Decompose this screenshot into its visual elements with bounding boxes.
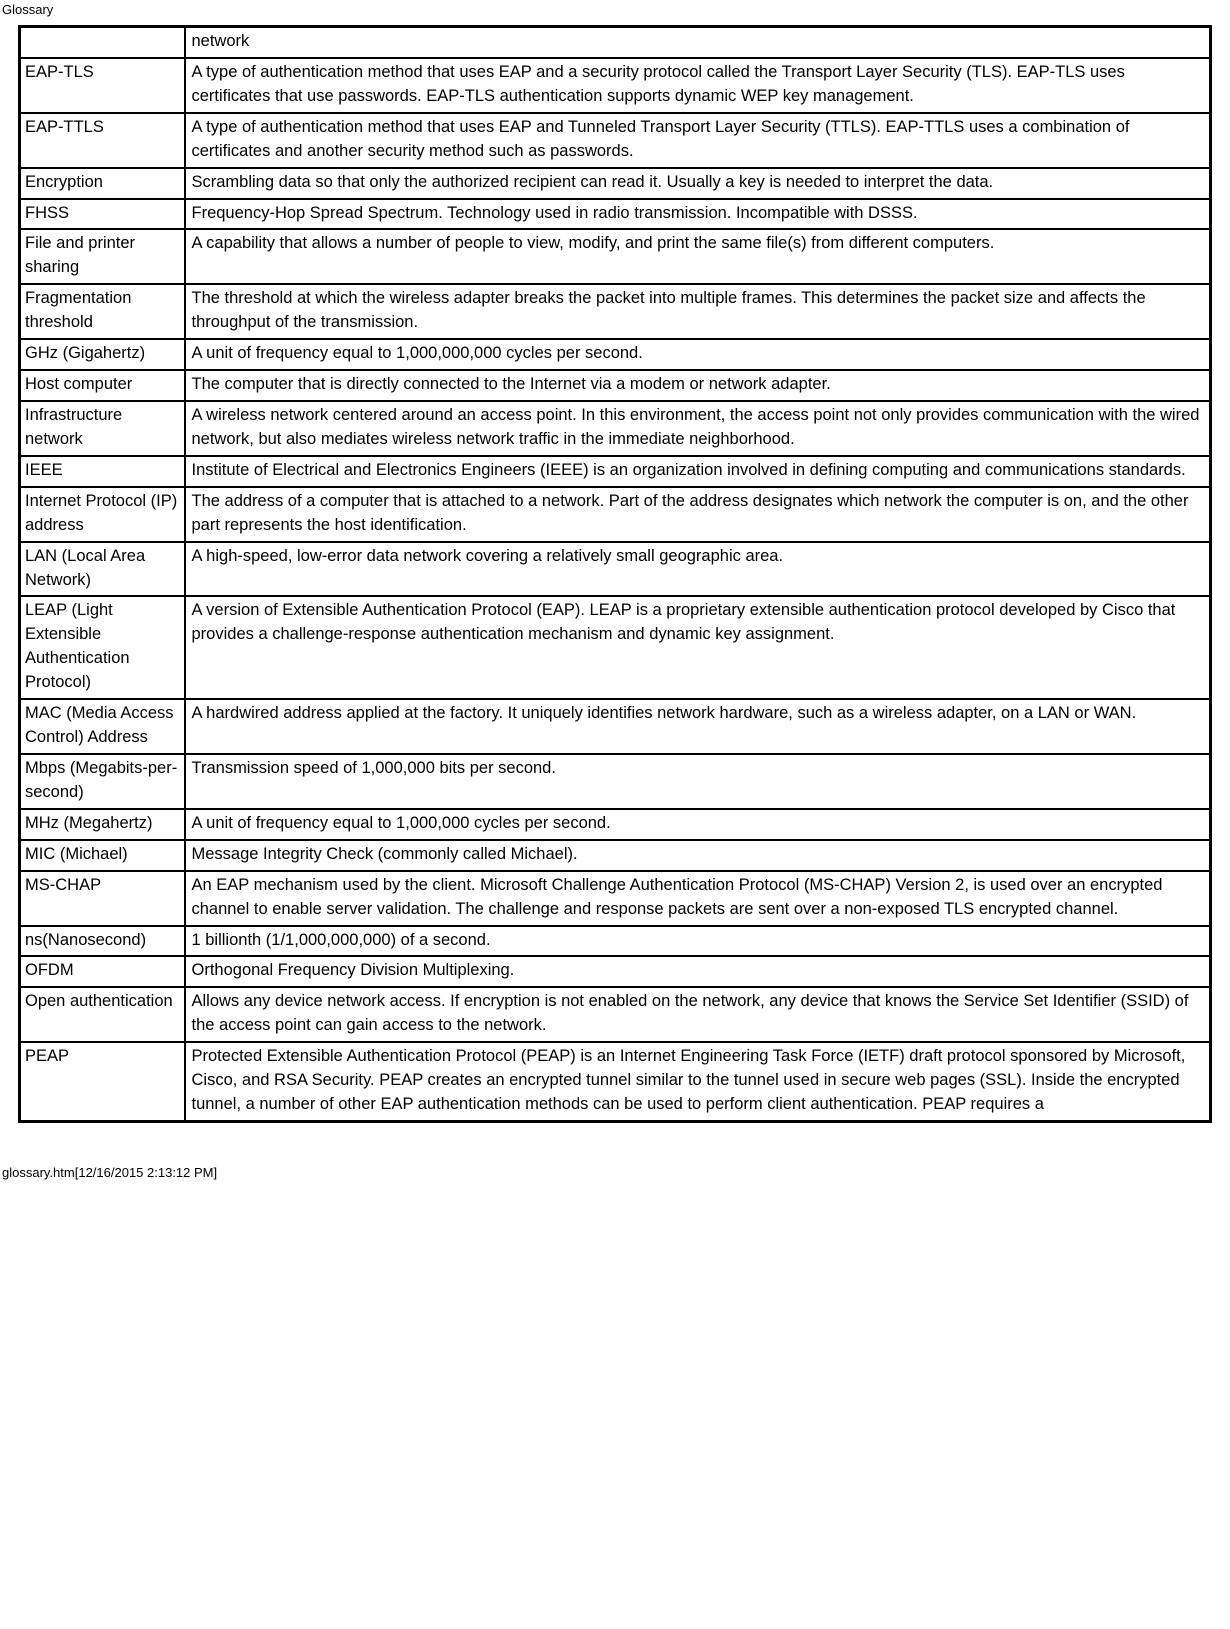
glossary-definition: A type of authentication method that use…	[185, 58, 1211, 113]
glossary-definition: Institute of Electrical and Electronics …	[185, 456, 1211, 487]
glossary-definition: Protected Extensible Authentication Prot…	[185, 1042, 1211, 1121]
glossary-definition: 1 billionth (1/1,000,000,000) of a secon…	[185, 926, 1211, 957]
glossary-definition: Allows any device network access. If enc…	[185, 987, 1211, 1042]
glossary-term: EAP-TLS	[20, 58, 185, 113]
glossary-term: Infrastructure network	[20, 401, 185, 456]
table-row: Fragmentation thresholdThe threshold at …	[20, 284, 1211, 339]
glossary-definition: Orthogonal Frequency Division Multiplexi…	[185, 956, 1211, 987]
table-row: MIC (Michael)Message Integrity Check (co…	[20, 840, 1211, 871]
glossary-term: Fragmentation threshold	[20, 284, 185, 339]
glossary-term: EAP-TTLS	[20, 113, 185, 168]
glossary-term: MS-CHAP	[20, 871, 185, 926]
glossary-definition: A capability that allows a number of peo…	[185, 229, 1211, 284]
table-row: Infrastructure networkA wireless network…	[20, 401, 1211, 456]
glossary-definition: A type of authentication method that use…	[185, 113, 1211, 168]
page-footer: glossary.htm[12/16/2015 2:13:12 PM]	[2, 1165, 1230, 1180]
glossary-term: Encryption	[20, 168, 185, 199]
table-row: PEAPProtected Extensible Authentication …	[20, 1042, 1211, 1121]
glossary-term: MHz (Megahertz)	[20, 809, 185, 840]
glossary-definition: A unit of frequency equal to 1,000,000 c…	[185, 809, 1211, 840]
glossary-definition: A hardwired address applied at the facto…	[185, 699, 1211, 754]
glossary-definition: Transmission speed of 1,000,000 bits per…	[185, 754, 1211, 809]
glossary-term	[20, 27, 185, 58]
glossary-definition: A unit of frequency equal to 1,000,000,0…	[185, 339, 1211, 370]
table-row: Open authenticationAllows any device net…	[20, 987, 1211, 1042]
table-row: Mbps (Megabits-per-second)Transmission s…	[20, 754, 1211, 809]
glossary-term: MIC (Michael)	[20, 840, 185, 871]
table-row: OFDMOrthogonal Frequency Division Multip…	[20, 956, 1211, 987]
table-row: File and printer sharingA capability tha…	[20, 229, 1211, 284]
table-row: Host computerThe computer that is direct…	[20, 370, 1211, 401]
page-title: Glossary	[2, 2, 1230, 17]
glossary-table: networkEAP-TLSA type of authentication m…	[18, 25, 1212, 1123]
glossary-term: GHz (Gigahertz)	[20, 339, 185, 370]
glossary-definition: A version of Extensible Authentication P…	[185, 596, 1211, 699]
table-row: MHz (Megahertz)A unit of frequency equal…	[20, 809, 1211, 840]
glossary-term: PEAP	[20, 1042, 185, 1121]
glossary-term: MAC (Media Access Control) Address	[20, 699, 185, 754]
table-row: LAN (Local Area Network)A high-speed, lo…	[20, 542, 1211, 597]
table-row: Internet Protocol (IP) addressThe addres…	[20, 487, 1211, 542]
table-row: MAC (Media Access Control) AddressA hard…	[20, 699, 1211, 754]
glossary-term: LEAP (Light Extensible Authentication Pr…	[20, 596, 185, 699]
glossary-term: Mbps (Megabits-per-second)	[20, 754, 185, 809]
glossary-term: ns(Nanosecond)	[20, 926, 185, 957]
table-row: LEAP (Light Extensible Authentication Pr…	[20, 596, 1211, 699]
table-row: IEEEInstitute of Electrical and Electron…	[20, 456, 1211, 487]
glossary-definition: A wireless network centered around an ac…	[185, 401, 1211, 456]
glossary-definition: network	[185, 27, 1211, 58]
glossary-term: FHSS	[20, 199, 185, 230]
glossary-definition: Message Integrity Check (commonly called…	[185, 840, 1211, 871]
glossary-definition: An EAP mechanism used by the client. Mic…	[185, 871, 1211, 926]
table-row: ns(Nanosecond)1 billionth (1/1,000,000,0…	[20, 926, 1211, 957]
table-row: MS-CHAPAn EAP mechanism used by the clie…	[20, 871, 1211, 926]
table-row: EAP-TLSA type of authentication method t…	[20, 58, 1211, 113]
table-row: EncryptionScrambling data so that only t…	[20, 168, 1211, 199]
glossary-definition: The address of a computer that is attach…	[185, 487, 1211, 542]
table-row: GHz (Gigahertz)A unit of frequency equal…	[20, 339, 1211, 370]
glossary-definition: Scrambling data so that only the authori…	[185, 168, 1211, 199]
glossary-table-wrap: networkEAP-TLSA type of authentication m…	[0, 25, 1230, 1123]
glossary-definition: Frequency-Hop Spread Spectrum. Technolog…	[185, 199, 1211, 230]
glossary-term: LAN (Local Area Network)	[20, 542, 185, 597]
glossary-definition: A high-speed, low-error data network cov…	[185, 542, 1211, 597]
glossary-term: OFDM	[20, 956, 185, 987]
glossary-term: Open authentication	[20, 987, 185, 1042]
glossary-term: File and printer sharing	[20, 229, 185, 284]
table-row: EAP-TTLSA type of authentication method …	[20, 113, 1211, 168]
glossary-definition: The threshold at which the wireless adap…	[185, 284, 1211, 339]
table-row: network	[20, 27, 1211, 58]
glossary-term: Host computer	[20, 370, 185, 401]
glossary-term: IEEE	[20, 456, 185, 487]
glossary-definition: The computer that is directly connected …	[185, 370, 1211, 401]
glossary-term: Internet Protocol (IP) address	[20, 487, 185, 542]
table-row: FHSSFrequency-Hop Spread Spectrum. Techn…	[20, 199, 1211, 230]
